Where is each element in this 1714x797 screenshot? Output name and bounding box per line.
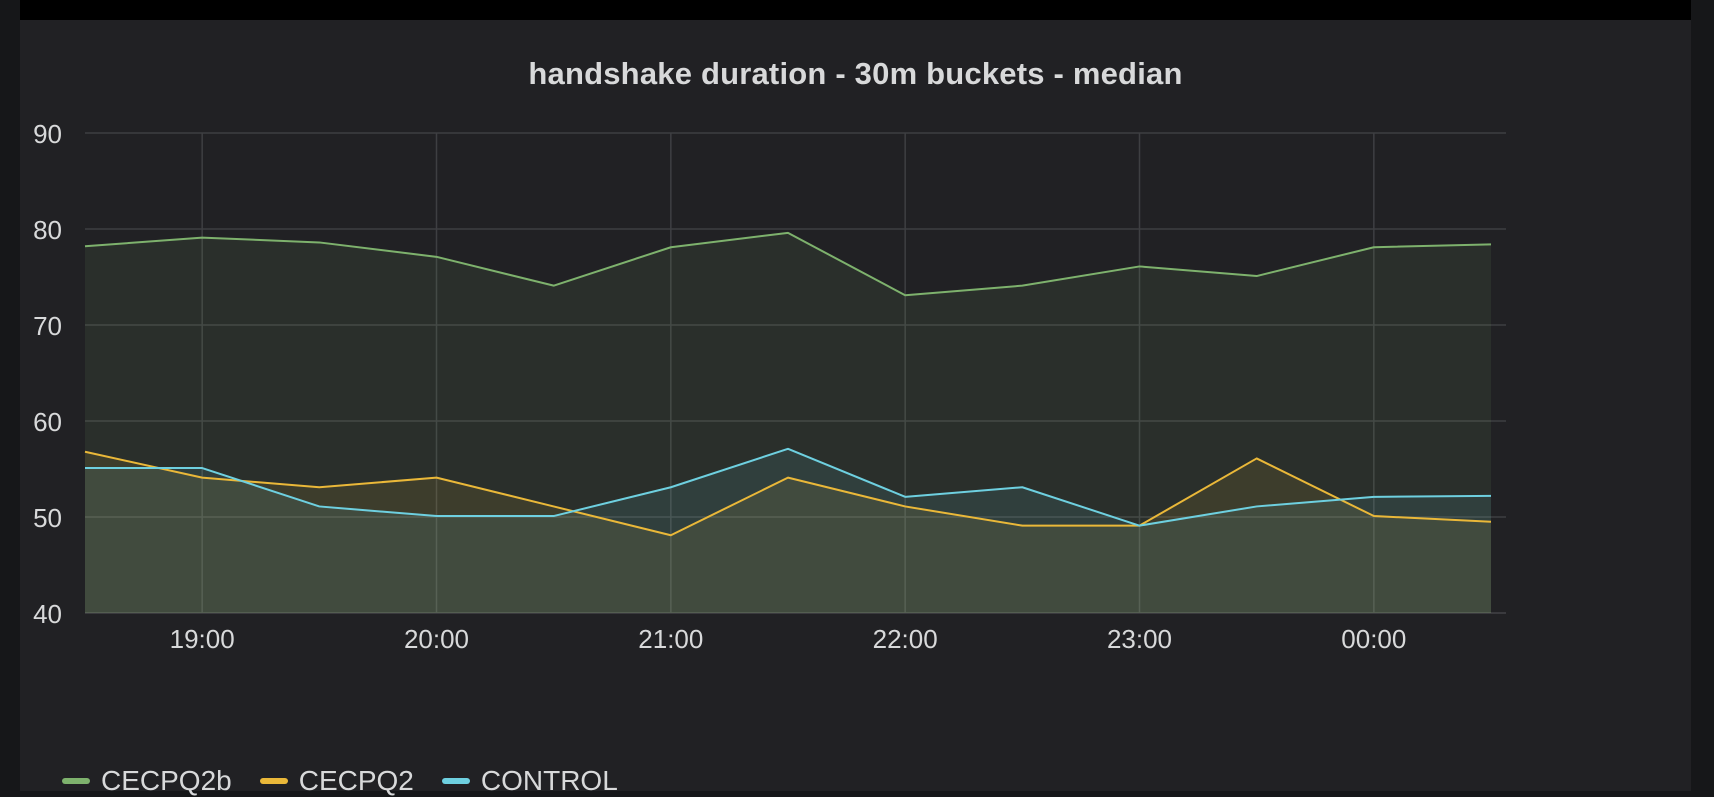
data-point-control: [1255, 504, 1259, 508]
grid: [85, 132, 1506, 614]
data-point-cecpq2: [435, 476, 439, 480]
data-point-cecpq2: [1020, 524, 1024, 528]
data-point-cecpq2: [1372, 514, 1376, 518]
data-point-cecpq2b: [1372, 245, 1376, 249]
y-tick-label: 50: [33, 503, 62, 533]
data-point-cecpq2b: [903, 293, 907, 297]
y-tick-label: 70: [33, 311, 62, 341]
data-point-control: [1138, 524, 1142, 528]
series-line-cecpq2b: [84, 231, 1492, 297]
y-tick-label: 60: [33, 407, 62, 437]
data-point-cecpq2b: [1138, 264, 1142, 268]
series-lines: [83, 231, 1493, 537]
data-point-control: [435, 514, 439, 518]
legend-label: CONTROL: [480, 765, 618, 796]
legend-label: CECPQ2: [298, 765, 414, 796]
data-point-control: [1489, 494, 1493, 498]
series-area-cecpq2b: [85, 232, 1491, 613]
legend-item-cecpq2[interactable]: CECPQ2: [259, 765, 414, 797]
x-tick-label: 21:00: [638, 624, 703, 654]
data-point-cecpq2b: [317, 240, 321, 244]
legend-item-cecpq2b[interactable]: CECPQ2b: [62, 765, 232, 797]
top-bar: [20, 0, 1691, 20]
y-axis: 40 50 60 70 80 90: [33, 119, 62, 629]
data-point-cecpq2: [83, 450, 87, 454]
data-point-cecpq2: [1255, 456, 1259, 460]
x-axis: 19:00 20:00 21:00 22:00 23:00 00:00: [170, 624, 1407, 654]
series-line-cecpq2: [84, 450, 1492, 537]
legend: CECPQ2b CECPQ2 CONTROL: [62, 765, 618, 797]
data-point-cecpq2: [903, 504, 907, 508]
data-point-cecpq2b: [786, 231, 790, 235]
series-area-control: [85, 448, 1491, 613]
data-point-cecpq2b: [669, 245, 673, 249]
data-point-cecpq2b: [1255, 274, 1259, 278]
data-point-control: [903, 495, 907, 499]
data-point-control: [1020, 485, 1024, 489]
x-tick-label: 00:00: [1341, 624, 1406, 654]
legend-swatch: [441, 778, 470, 784]
x-tick-label: 20:00: [404, 624, 469, 654]
legend-label: CECPQ2b: [101, 765, 232, 796]
panel-title[interactable]: handshake duration - 30m buckets - media…: [528, 56, 1183, 91]
y-tick-label: 80: [33, 215, 62, 245]
data-point-control: [552, 514, 556, 518]
y-tick-label: 40: [33, 599, 62, 629]
data-point-control: [83, 466, 87, 470]
legend-swatch: [259, 778, 288, 784]
x-tick-label: 23:00: [1107, 624, 1172, 654]
data-point-cecpq2b: [552, 284, 556, 288]
data-point-cecpq2b: [83, 244, 87, 248]
x-tick-label: 19:00: [170, 624, 235, 654]
data-point-cecpq2: [317, 485, 321, 489]
legend-swatch: [62, 778, 90, 784]
legend-item-control[interactable]: CONTROL: [441, 765, 618, 797]
data-point-control: [669, 485, 673, 489]
data-point-cecpq2: [1489, 520, 1493, 524]
data-point-cecpq2: [786, 476, 790, 480]
data-point-control: [1372, 495, 1376, 499]
series-area-cecpq2: [85, 451, 1491, 613]
data-point-control: [200, 466, 204, 470]
data-point-cecpq2: [552, 504, 556, 508]
graph-panel: handshake duration - 30m buckets - media…: [20, 20, 1691, 796]
data-point-cecpq2b: [200, 236, 204, 240]
data-point-cecpq2b: [1020, 284, 1024, 288]
data-point-cecpq2: [200, 476, 204, 480]
data-point-cecpq2b: [1489, 242, 1493, 246]
x-tick-label: 22:00: [873, 624, 938, 654]
data-point-control: [317, 504, 321, 508]
chart-plot: 40 50 60 70 80 90 19:00 20:00 21:00 22:00 23:00 00…: [33, 119, 1506, 654]
y-tick-label: 90: [33, 119, 62, 149]
data-point-control: [786, 447, 790, 451]
series-line-control: [85, 447, 1492, 527]
data-point-cecpq2: [669, 533, 673, 537]
series-areas: [85, 232, 1491, 613]
data-point-cecpq2b: [435, 255, 439, 259]
